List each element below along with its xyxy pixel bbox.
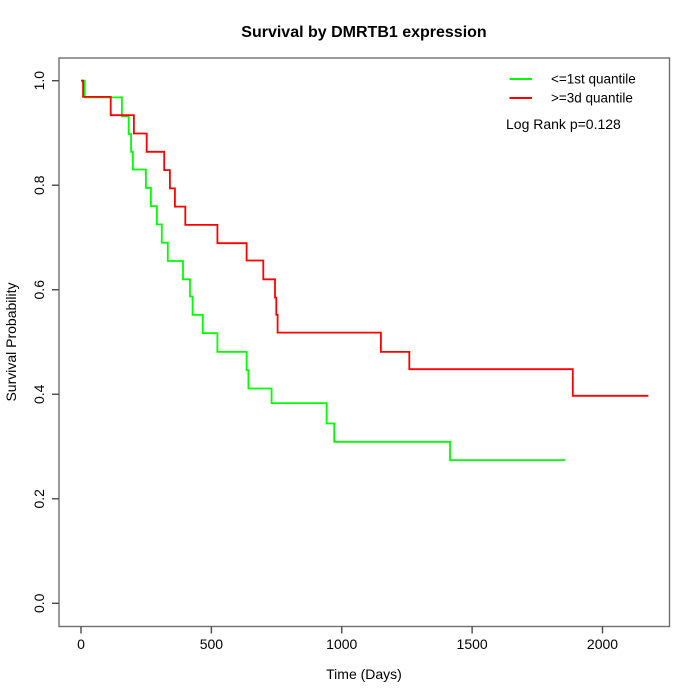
y-tick-label: 0.4 (31, 384, 47, 404)
x-tick-label: 1500 (457, 636, 488, 652)
y-axis-label: Survival Probability (3, 282, 19, 401)
x-axis-ticks: 0 500 1000 1500 2000 (77, 626, 618, 652)
x-axis-label: Time (Days) (326, 666, 402, 682)
chart-title: Survival by DMRTB1 expression (241, 24, 486, 41)
x-tick-label: 1000 (326, 636, 357, 652)
y-tick-label: 0.8 (31, 175, 47, 195)
x-tick-label: 2000 (587, 636, 618, 652)
km-curve-first-quantile (81, 79, 565, 461)
log-rank-annotation: Log Rank p=0.128 (506, 116, 621, 132)
x-tick-label: 500 (200, 636, 224, 652)
y-tick-label: 0.0 (31, 593, 47, 613)
y-tick-label: 1.0 (31, 71, 47, 91)
legend-label-third-quantile: >=3d quantile (551, 91, 633, 106)
km-curve-third-quantile (81, 79, 649, 397)
legend: <=1st quantile >=3d quantile Log Rank p=… (506, 72, 636, 133)
x-tick-label: 0 (77, 636, 85, 652)
y-tick-label: 0.6 (31, 280, 47, 300)
plot-box (58, 57, 671, 628)
legend-label-first-quantile: <=1st quantile (551, 72, 636, 87)
y-tick-label: 0.2 (31, 489, 47, 509)
y-axis-ticks: 0.0 0.2 0.4 0.6 0.8 1.0 (31, 71, 59, 613)
